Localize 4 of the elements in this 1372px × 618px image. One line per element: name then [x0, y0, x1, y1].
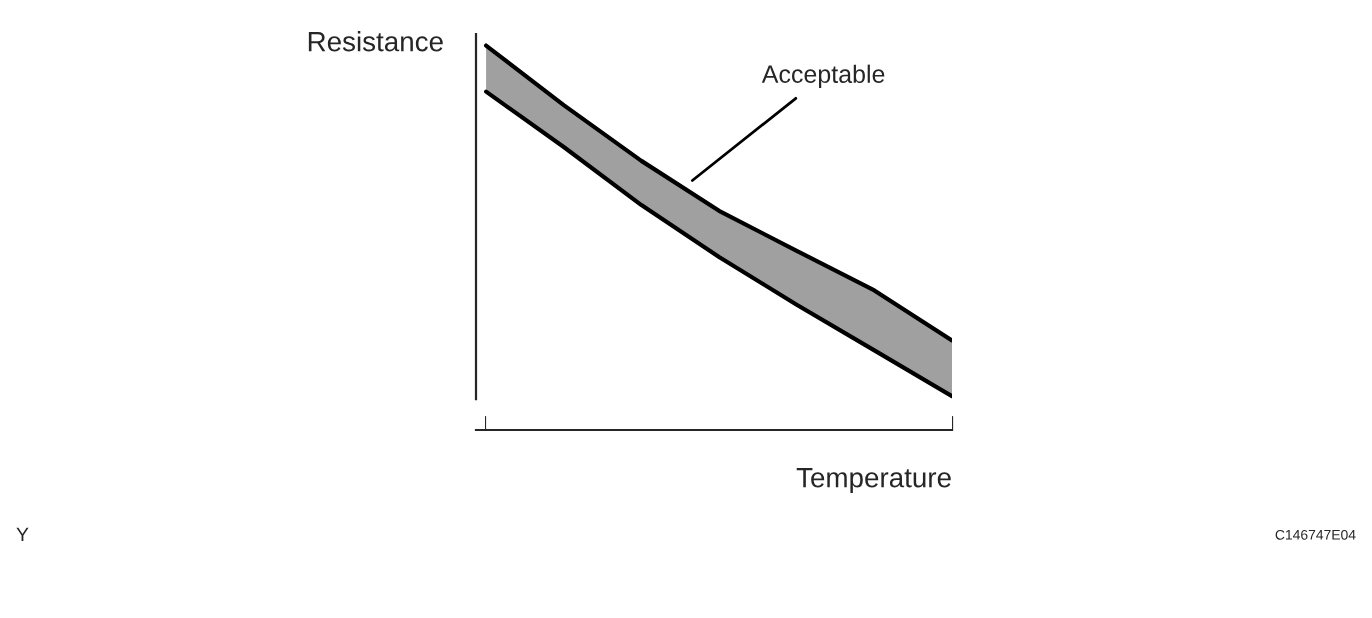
annotation: Acceptable	[761, 64, 885, 88]
x-axis-title: Temperature	[796, 468, 951, 493]
y-axis-title: Resistance	[308, 31, 443, 52]
text: Y	[16, 527, 29, 542]
